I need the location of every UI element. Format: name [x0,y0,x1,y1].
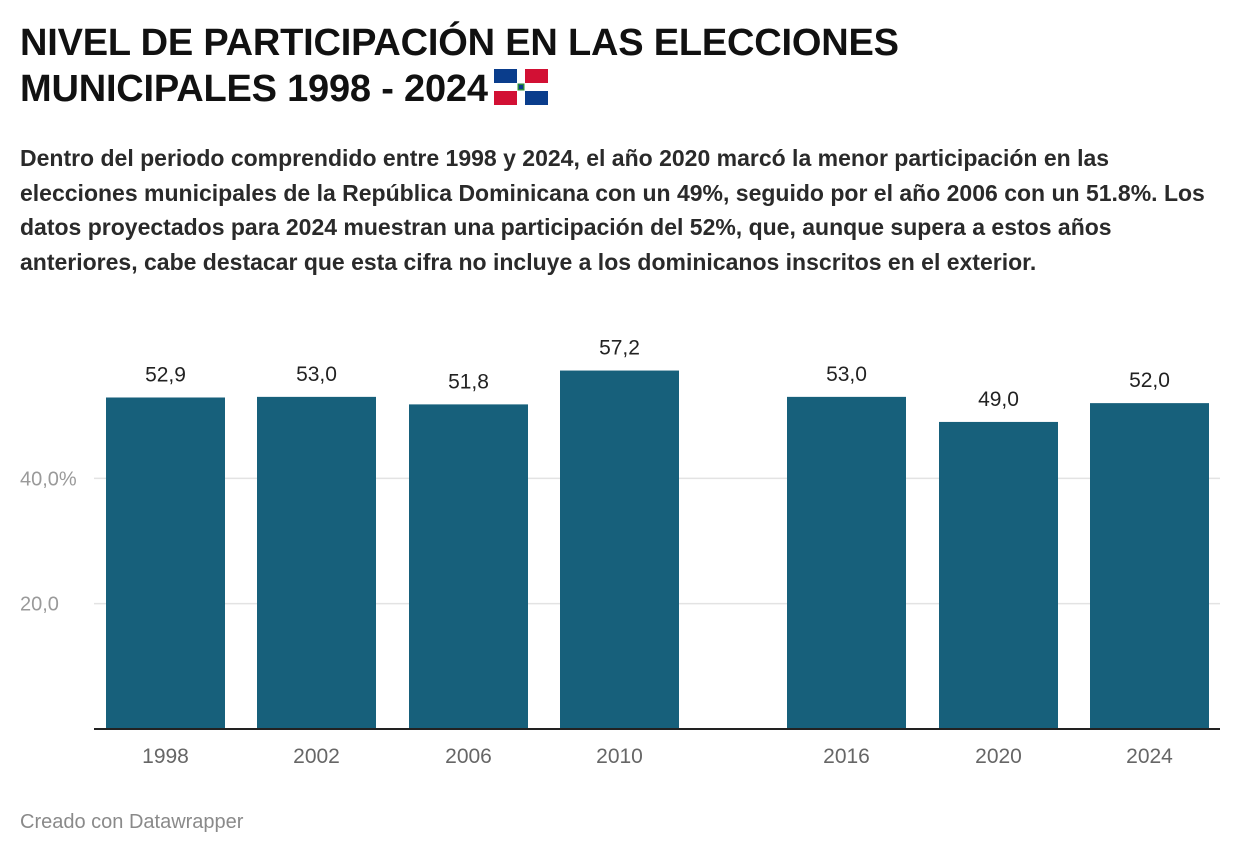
x-category-label: 1998 [142,745,189,768]
bar-value-label: 52,0 [1129,369,1170,392]
bar [409,404,528,729]
y-tick-label: 20,0 [20,594,59,616]
bar-chart: 20,0 40,0% 52,9 1998 53,0 2002 51,8 2006 57,2 201… [0,320,1240,780]
bar-value-label: 49,0 [978,388,1019,411]
bar [257,396,376,729]
chart-title: NIVEL DE PARTICIPACIÓN EN LAS ELECCIONES… [20,20,1200,116]
x-category-label: 2006 [445,745,492,768]
bar-value-label: 51,8 [448,370,489,393]
bar [106,397,225,729]
bar-chart-svg: 20,0 40,0% 52,9 1998 53,0 2002 51,8 2006 57,2 201… [20,337,1220,768]
x-category-label: 2016 [823,745,870,768]
title-line-2: MUNICIPALES 1998 - 2024 [20,66,1200,116]
bar-value-label: 53,0 [826,363,867,386]
bar [560,370,679,729]
bar [787,396,906,729]
bar [939,421,1058,729]
chart-subtitle: Dentro del periodo comprendido entre 199… [20,145,1205,275]
x-category-label: 2020 [975,745,1022,768]
x-category-label: 2010 [596,745,643,768]
bar-value-label: 52,9 [145,363,186,386]
title-line-1: NIVEL DE PARTICIPACIÓN EN LAS ELECCIONES [20,22,899,64]
title-line-2-text: MUNICIPALES 1998 - 2024 [20,68,488,110]
x-category-label: 2024 [1126,745,1173,768]
bar-value-label: 53,0 [296,363,337,386]
y-tick-label: 40,0% [20,468,77,490]
bar [1090,403,1209,729]
x-category-label: 2002 [293,745,340,768]
dominican-flag-icon [493,69,548,116]
bar-value-label: 57,2 [599,337,640,360]
datawrapper-credit: Creado con Datawrapper [20,811,244,833]
